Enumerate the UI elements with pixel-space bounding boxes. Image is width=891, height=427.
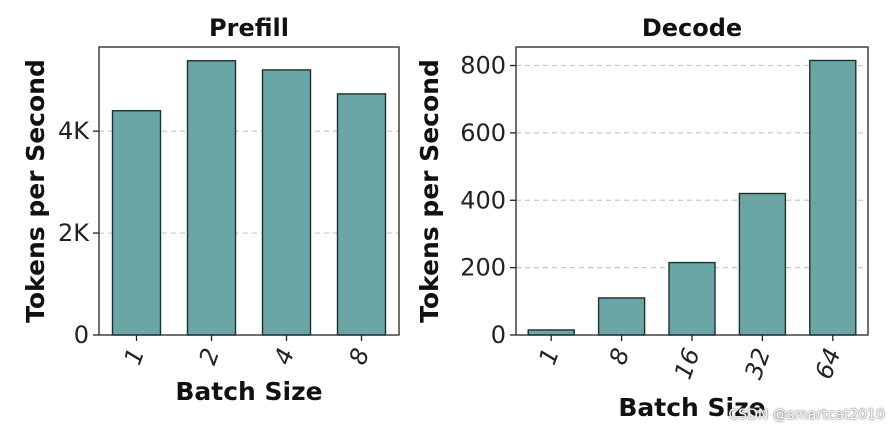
x-axis-label: Batch Size [175, 377, 322, 406]
plot-frame [98, 46, 400, 336]
y-tick-label: 0 [491, 321, 506, 349]
y-tick-label: 800 [460, 52, 506, 80]
y-tick-label: 200 [460, 254, 506, 282]
y-tick-label: 0 [74, 321, 89, 349]
bar-16 [668, 261, 716, 336]
x-tick-label: 8 [604, 344, 636, 368]
y-tick-label: 4K [58, 117, 90, 145]
chart-title: Decode [642, 14, 742, 42]
chart-title: Prefill [209, 14, 289, 42]
watermark: CSDN @smartcat2010 [728, 407, 885, 423]
bar-2 [186, 60, 237, 336]
x-tick-label: 64 [810, 344, 847, 382]
y-tick-label: 400 [460, 186, 506, 214]
bar-8 [336, 93, 387, 336]
plot-frame [515, 46, 869, 336]
bar-1 [527, 329, 575, 336]
bar-64 [809, 59, 857, 336]
x-tick-label: 16 [669, 344, 706, 382]
y-tick-label: 2K [58, 219, 90, 247]
x-tick-label: 4 [269, 344, 301, 368]
x-tick-label: 1 [119, 344, 151, 368]
bar-4 [261, 69, 312, 336]
x-tick-label: 2 [194, 344, 226, 368]
x-tick-label: 8 [344, 344, 376, 368]
y-tick-label: 600 [460, 119, 506, 147]
bar-32 [738, 192, 787, 336]
bar-8 [597, 297, 646, 336]
x-tick-label: 1 [533, 344, 565, 368]
x-tick-label: 32 [739, 344, 776, 382]
y-axis-label: Tokens per Second [415, 59, 444, 323]
bar-1 [111, 110, 162, 336]
x-axis-label: Batch Size [618, 393, 765, 422]
y-axis-label: Tokens per Second [21, 59, 50, 323]
